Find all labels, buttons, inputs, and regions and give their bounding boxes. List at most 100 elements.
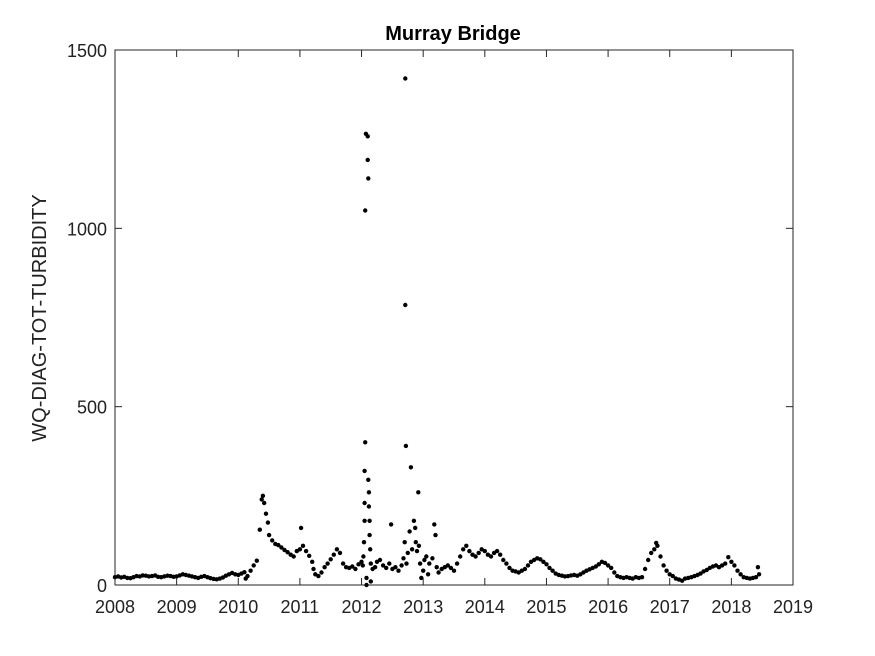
data-point: [362, 500, 367, 506]
data-point: [361, 540, 367, 545]
data-point: [609, 565, 614, 571]
data-point: [458, 554, 463, 559]
data-point: [367, 518, 372, 523]
data-point: [738, 572, 743, 577]
data-point: [266, 532, 272, 538]
data-point: [419, 575, 424, 581]
data-point: [334, 547, 340, 552]
data-point: [366, 490, 372, 495]
data-point: [482, 548, 487, 554]
data-point: [310, 559, 315, 564]
data-point: [538, 557, 543, 562]
data-point: [544, 562, 549, 567]
data-point: [488, 554, 494, 559]
data-point: [303, 548, 309, 554]
data-point: [639, 575, 645, 580]
y-axis-label: WQ-DIAG-TOT-TURBIDITY: [29, 194, 51, 441]
data-point: [311, 566, 316, 572]
data-point: [655, 543, 660, 548]
data-point: [257, 527, 262, 532]
data-point: [424, 554, 429, 559]
y-tick-label: 1500: [67, 41, 107, 61]
data-point: [467, 548, 472, 554]
data-point: [461, 547, 466, 552]
data-point: [602, 560, 608, 566]
data-point: [411, 518, 417, 523]
y-tick-label: 1000: [67, 219, 107, 239]
data-point: [547, 565, 552, 571]
data-point: [507, 565, 512, 571]
data-point: [328, 557, 333, 562]
data-point: [282, 547, 287, 553]
data-point: [425, 572, 431, 577]
data-point: [494, 548, 500, 554]
axis-ticks: [114, 49, 794, 586]
data-point: [451, 568, 457, 573]
plot-area: [114, 49, 794, 586]
data-point: [365, 134, 370, 139]
data-point: [501, 557, 506, 563]
data-point: [658, 554, 663, 559]
x-tick-label: 2017: [650, 597, 690, 617]
data-point: [498, 552, 503, 557]
data-point: [409, 547, 415, 552]
data-point: [353, 566, 358, 572]
data-point: [430, 556, 435, 561]
data-point: [407, 529, 412, 534]
data-point: [401, 556, 406, 561]
data-point: [541, 559, 546, 564]
data-point: [399, 563, 404, 568]
data-point: [366, 176, 371, 181]
data-point: [698, 571, 703, 576]
data-point: [735, 568, 740, 573]
x-tick-labels: 2008 2009 2010 2011 2012 2013 2014 2015 2016 2017…: [95, 597, 813, 617]
data-point: [297, 547, 303, 552]
chart-title: Murray Bridge: [385, 23, 521, 45]
data-point: [384, 565, 389, 571]
data-point: [361, 554, 366, 559]
data-point: [254, 558, 259, 563]
data-point: [262, 500, 267, 506]
data-point: [732, 563, 737, 568]
data-point: [270, 538, 275, 543]
data-point: [646, 557, 651, 563]
data-point: [396, 568, 401, 573]
data-point: [756, 572, 762, 577]
data-point: [322, 565, 327, 570]
data-point: [596, 562, 601, 567]
data-point: [387, 561, 392, 566]
data-point: [652, 547, 657, 552]
data-point: [402, 540, 407, 545]
data-point: [331, 552, 336, 557]
data-point: [368, 547, 373, 552]
data-point: [416, 543, 422, 548]
data-point: [340, 561, 346, 566]
x-tick-label: 2014: [465, 597, 505, 617]
data-point: [356, 562, 361, 567]
data-point: [360, 563, 365, 568]
data-point: [285, 550, 290, 555]
data-point: [753, 575, 759, 580]
data-point: [432, 522, 437, 527]
data-point: [245, 573, 250, 579]
data-point: [664, 568, 669, 573]
data-point: [388, 522, 394, 527]
data-point: [504, 561, 509, 566]
data-point: [427, 561, 432, 566]
data-point: [525, 563, 531, 568]
data-point: [755, 565, 761, 570]
data-point: [337, 550, 343, 556]
data-point: [363, 208, 368, 213]
data-point: [642, 566, 648, 572]
data-point: [362, 518, 367, 523]
x-tick-label: 2012: [342, 597, 382, 617]
data-points: [112, 76, 762, 588]
data-point: [242, 570, 247, 575]
data-point: [416, 490, 421, 495]
data-point: [661, 563, 666, 568]
data-point: [248, 568, 253, 573]
data-point: [300, 543, 306, 548]
x-tick-label: 2015: [526, 597, 566, 617]
data-point: [408, 465, 414, 470]
